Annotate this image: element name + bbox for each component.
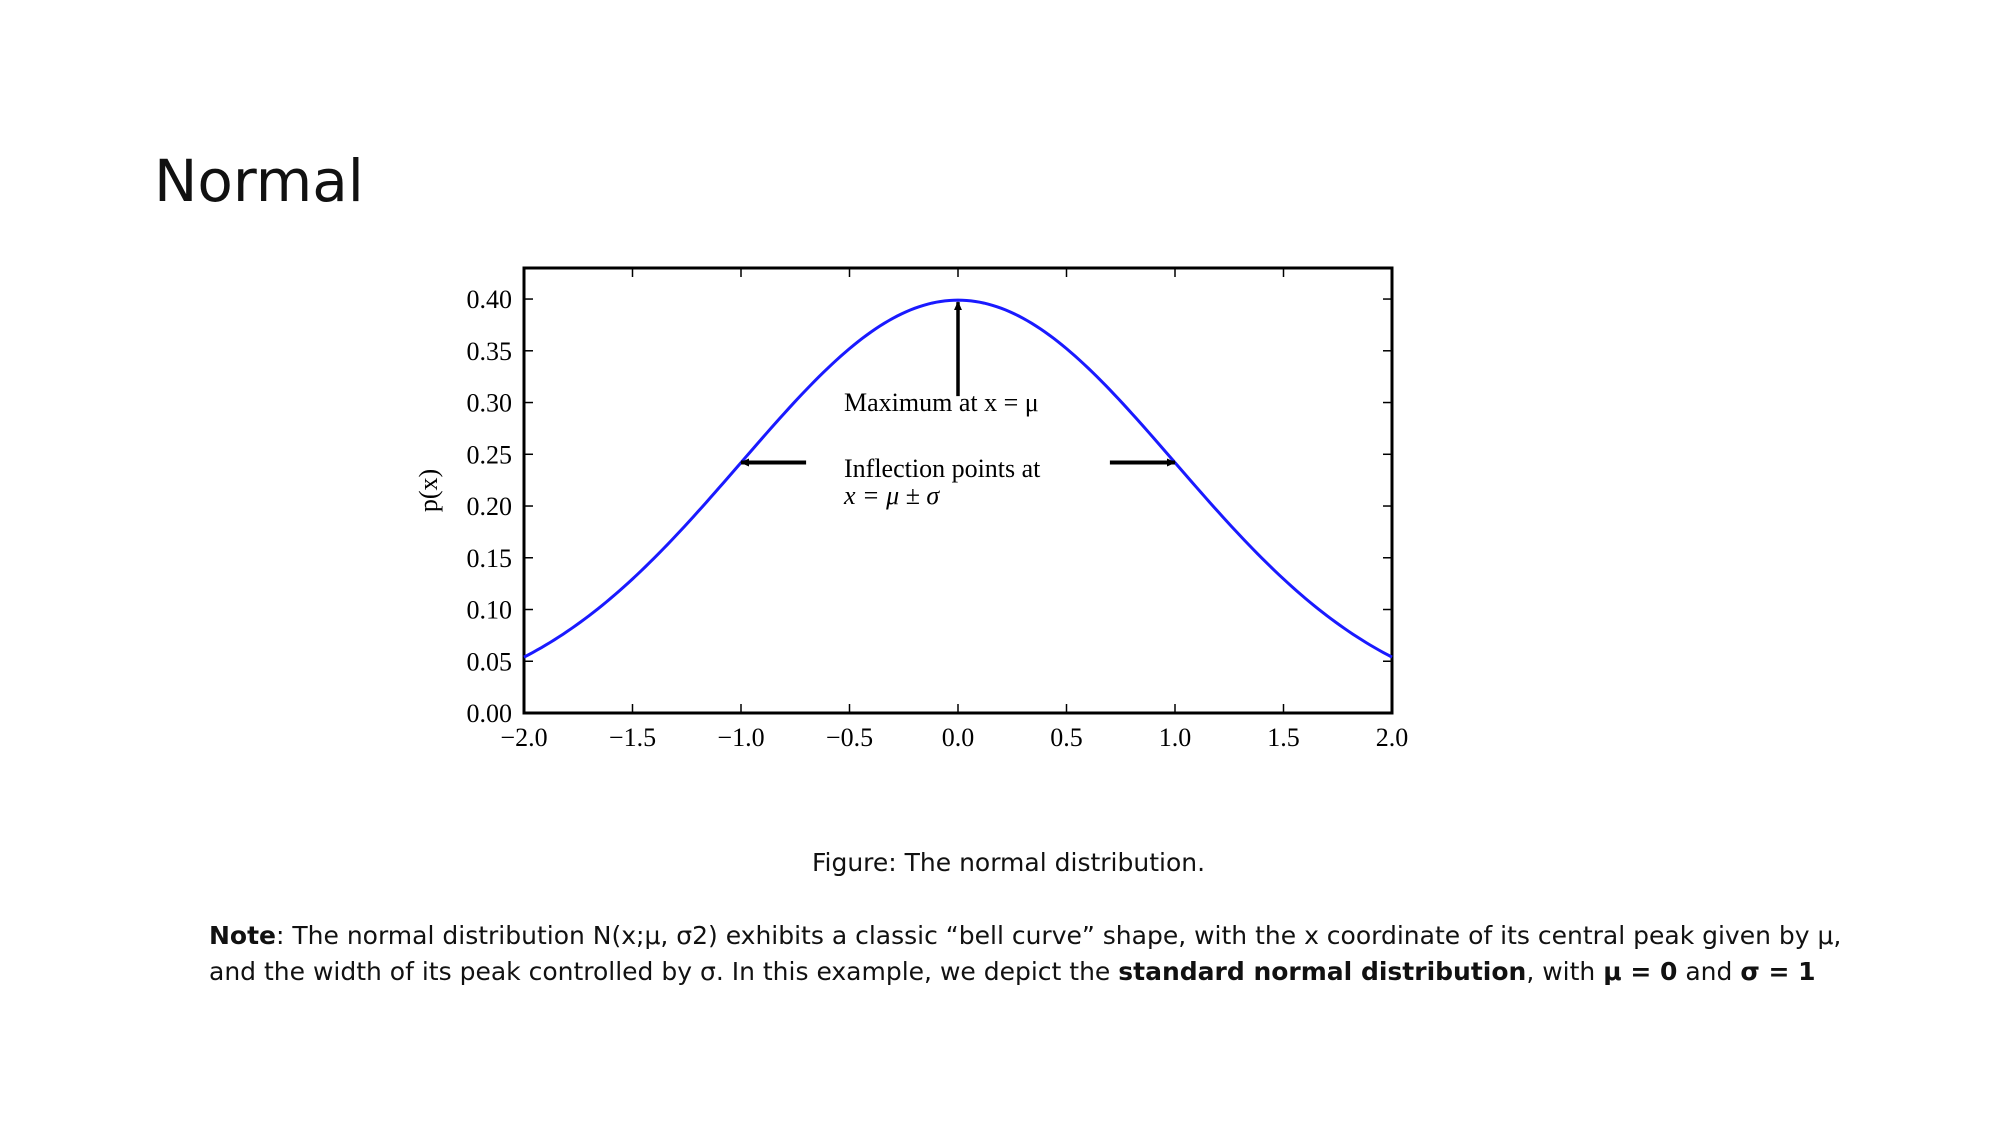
x-tick-label: 0.0 — [942, 723, 975, 752]
y-tick-label: 0.15 — [467, 544, 513, 573]
note-text-2: , with — [1526, 957, 1604, 986]
series-line — [523, 298, 1393, 659]
inflection-annotation-line1: Inflection points at — [844, 454, 1041, 483]
maximum-annotation: Maximum at x = μ — [844, 388, 1039, 417]
note-label: Note — [209, 921, 277, 950]
y-tick-label: 0.40 — [467, 285, 513, 314]
figure-caption: Figure: The normal distribution. — [811, 848, 1206, 877]
y-tick-label: 0.30 — [467, 389, 513, 418]
y-tick-label: 0.00 — [467, 699, 513, 728]
x-tick-label: 1.5 — [1267, 723, 1300, 752]
note-text-1: : The normal distribution N(x;μ, σ2) exh… — [209, 921, 1842, 986]
note-bold-1: standard normal distribution — [1118, 957, 1527, 986]
note-bold-3: σ = 1 — [1740, 957, 1816, 986]
note-text-3: and — [1677, 957, 1741, 986]
y-axis-label: p(x) — [414, 469, 443, 512]
x-tick-label: 0.5 — [1050, 723, 1083, 752]
y-tick-label: 0.05 — [467, 647, 513, 676]
inflection-annotation-line2: x = μ ± σ — [843, 481, 940, 510]
x-tick-label: −2.0 — [500, 723, 547, 752]
y-tick-label: 0.20 — [467, 492, 513, 521]
y-tick-label: 0.10 — [467, 596, 513, 625]
slide-title: Normal — [154, 147, 364, 215]
plot-area: −2.0 −1.5 −1.0 −0.5 0.0 0.5 1.0 1.5 2.0 0.00 0.05 0… — [414, 266, 1409, 752]
x-tick-label: −1.0 — [717, 723, 764, 752]
x-tick-label: 2.0 — [1376, 723, 1409, 752]
x-tick-label: −0.5 — [826, 723, 873, 752]
x-tick-label: 1.0 — [1159, 723, 1192, 752]
y-tick-label: 0.35 — [467, 337, 513, 366]
x-tick-label: −1.5 — [609, 723, 656, 752]
note-bold-2: μ = 0 — [1603, 957, 1678, 986]
y-tick-label: 0.25 — [467, 440, 513, 469]
note-paragraph: Note: The normal distribution N(x;μ, σ2)… — [209, 918, 1849, 990]
